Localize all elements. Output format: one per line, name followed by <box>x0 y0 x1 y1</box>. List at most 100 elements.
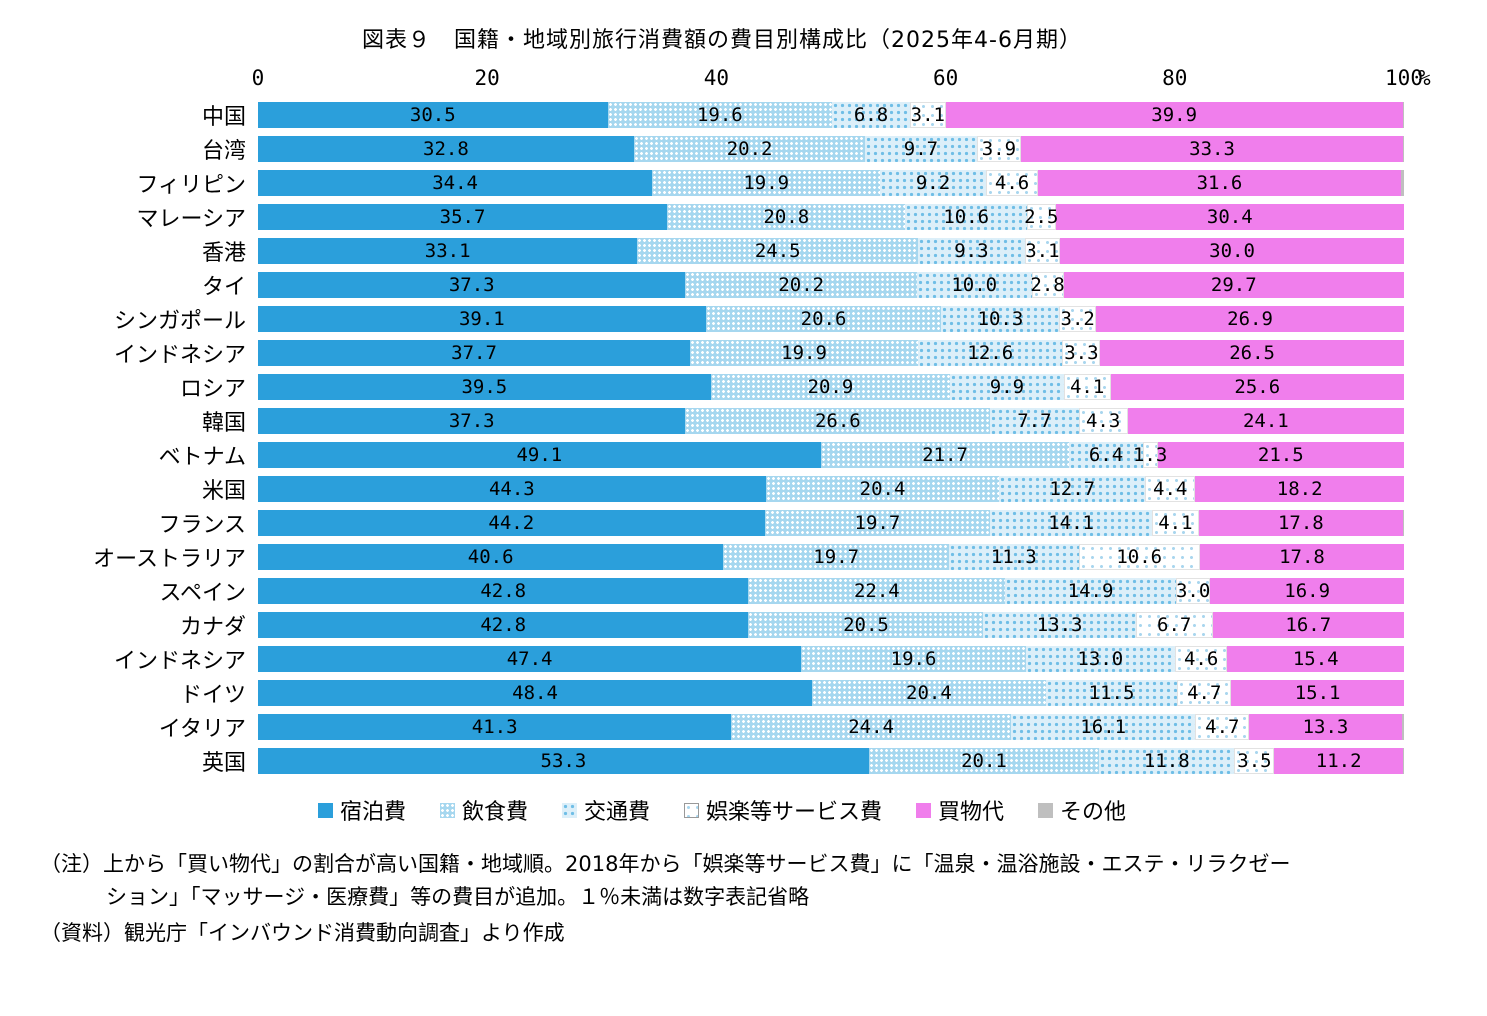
legend-item-accommodation: 宿泊費 <box>317 794 406 826</box>
axis-unit-label: % <box>1418 66 1431 90</box>
segment-value: 24.5 <box>754 240 801 262</box>
category-label: フィリピン <box>136 173 246 198</box>
stacked-bar: 40.6 19.7 11.3 10.6 17.8 <box>258 544 1404 570</box>
segment-value: 14.1 <box>1048 512 1094 534</box>
segment-value: 10.6 <box>943 206 990 228</box>
segment-value: 3.5 <box>1237 750 1272 772</box>
segment-accommodation: 33.1 <box>258 238 638 264</box>
segment-accommodation: 35.7 <box>258 204 668 230</box>
segment-food: 20.9 <box>710 374 951 400</box>
segment-value: 19.6 <box>696 104 743 126</box>
segment-value: 13.3 <box>1302 716 1349 738</box>
segment-value: 9.9 <box>989 376 1025 398</box>
stacked-bar: 39.5 20.9 9.9 4.1 25.6 <box>258 374 1404 400</box>
category-label: 韓国 <box>201 411 246 436</box>
segment-value: 31.6 <box>1196 172 1243 194</box>
segment-value: 26.6 <box>814 410 861 432</box>
segment-food: 20.4 <box>812 680 1046 706</box>
segment-entertainment: 3.1 <box>1024 238 1061 264</box>
segment-transport: 14.9 <box>1005 578 1176 604</box>
segment-value: 17.8 <box>1277 512 1324 534</box>
category-label: オーストラリア <box>93 547 246 572</box>
stacked-bar: 47.4 19.6 13.0 4.6 15.4 <box>258 646 1404 672</box>
segment-entertainment: 10.6 <box>1078 544 1200 570</box>
segment-value: 3.9 <box>981 138 1017 160</box>
category-label: ドイツ <box>179 683 246 708</box>
segment-transport: 14.1 <box>990 510 1152 536</box>
segment-shopping: 17.8 <box>1199 544 1404 570</box>
segment-food: 19.6 <box>607 102 833 128</box>
chart-row: カナダ 42.8 20.5 13.3 6.7 16.7 <box>40 608 1404 642</box>
segment-accommodation: 37.3 <box>258 408 686 434</box>
segment-value: 24.1 <box>1242 410 1289 432</box>
category-label: シンガポール <box>113 309 246 334</box>
notes: （注）上から「買い物代」の割合が高い国籍・地域順。2018年から「娯楽等サービス… <box>40 848 1404 950</box>
segment-value: 16.7 <box>1285 614 1332 636</box>
segment-accommodation: 44.2 <box>258 510 765 536</box>
segment-value: 9.2 <box>915 172 951 194</box>
segment-shopping: 26.5 <box>1100 340 1404 366</box>
segment-value: 16.9 <box>1284 580 1331 602</box>
chart-row: インドネシア 47.4 19.6 13.0 4.6 15.4 <box>40 642 1404 676</box>
segment-value: 10.6 <box>1116 546 1163 568</box>
segment-transport: 10.6 <box>905 204 1027 230</box>
segment-value: 20.2 <box>726 138 773 160</box>
segment-value: 11.8 <box>1143 750 1190 772</box>
segment-accommodation: 37.7 <box>258 340 691 366</box>
segment-value: 20.9 <box>807 376 854 398</box>
category-label: インドネシア <box>113 343 246 368</box>
stacked-bar: 30.5 19.6 6.8 3.1 39.9 <box>258 102 1404 128</box>
segment-value: 1.3 <box>1132 444 1168 466</box>
stacked-bar: 37.3 20.2 10.0 2.8 29.7 <box>258 272 1404 298</box>
segment-food: 20.2 <box>685 272 917 298</box>
segment-value: 3.1 <box>910 104 945 126</box>
category-label: マレーシア <box>136 207 246 232</box>
legend-item-entertainment: 娯楽等サービス費 <box>684 794 882 826</box>
segment-accommodation: 39.5 <box>258 374 711 400</box>
axis-tick-label: 100 <box>1385 66 1423 90</box>
segment-transport: 9.9 <box>950 374 1064 400</box>
axis-ticks: 0 20 40 60 80 100% <box>252 66 1431 98</box>
segment-value: 4.7 <box>1187 682 1222 704</box>
segment-value: 48.4 <box>512 682 558 704</box>
segment-value: 47.4 <box>506 648 553 670</box>
segment-transport: 9.2 <box>880 170 986 196</box>
segment-value: 49.1 <box>516 444 563 466</box>
segment-value: 4.6 <box>994 172 1030 194</box>
segment-value: 15.4 <box>1292 648 1339 670</box>
segment-value: 10.3 <box>977 308 1024 330</box>
segment-value: 11.5 <box>1088 682 1135 704</box>
segment-value: 6.4 <box>1088 444 1124 466</box>
segment-value: 12.7 <box>1049 478 1096 500</box>
segment-value: 10.0 <box>951 274 998 296</box>
segment-accommodation: 47.4 <box>258 646 802 672</box>
chart-row: フランス 44.2 19.7 14.1 4.1 17.8 <box>40 506 1404 540</box>
note-text: （注）上から「買い物代」の割合が高い国籍・地域順。2018年から「娯楽等サービス… <box>40 852 1291 909</box>
segment-shopping: 16.9 <box>1210 578 1404 604</box>
segment-value: 42.8 <box>480 614 527 636</box>
legend-swatch-shopping <box>916 802 932 818</box>
stacked-bar: 37.7 19.9 12.6 3.3 26.5 <box>258 340 1404 366</box>
segment-value: 19.7 <box>854 512 901 534</box>
segment-value: 32.8 <box>423 138 469 160</box>
category-label: スペイン <box>159 581 246 606</box>
legend-label: 買物代 <box>938 800 1005 825</box>
segment-shopping: 13.3 <box>1249 714 1402 740</box>
segment-value: 4.6 <box>1183 648 1219 670</box>
segment-other <box>1402 136 1404 162</box>
segment-food: 20.2 <box>633 136 866 162</box>
segment-value: 11.3 <box>990 546 1037 568</box>
segment-value: 21.7 <box>922 444 968 466</box>
stacked-bar: 39.1 20.6 10.3 3.2 26.9 <box>258 306 1404 332</box>
chart-row: シンガポール 39.1 20.6 10.3 3.2 26.9 <box>40 302 1404 336</box>
segment-value: 6.8 <box>853 104 889 126</box>
segment-food: 22.4 <box>748 578 1006 604</box>
legend-swatch-transport <box>561 802 577 818</box>
segment-shopping: 21.5 <box>1157 442 1404 468</box>
legend-swatch-accommodation <box>317 802 333 818</box>
segment-entertainment: 3.0 <box>1175 578 1211 604</box>
chart-row: 韓国 37.3 26.6 7.7 4.3 24.1 <box>40 404 1404 438</box>
segment-entertainment: 4.4 <box>1144 476 1196 502</box>
segment-value: 37.3 <box>448 410 495 432</box>
segment-value: 26.5 <box>1229 342 1275 364</box>
